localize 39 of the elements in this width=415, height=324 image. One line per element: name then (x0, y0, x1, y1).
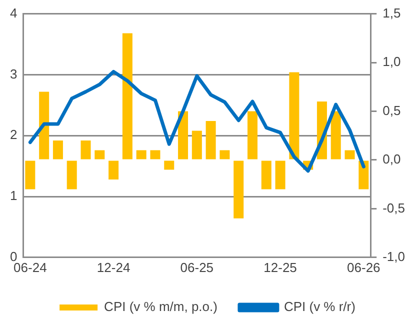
bar (80, 140, 91, 160)
y2-tick-label: 1,5 (382, 5, 401, 20)
y2-tick-label: 0,0 (382, 152, 401, 167)
y2-tick-label: 1,0 (382, 54, 401, 70)
legend-label: CPI (v % m/m, p.o.) (104, 299, 218, 314)
bar (234, 160, 244, 218)
bar (39, 92, 50, 160)
bar (192, 130, 202, 160)
bar (66, 160, 77, 190)
y-tick-label: 4 (10, 5, 18, 20)
bar (344, 150, 355, 160)
y2-tick-label: -0,5 (382, 200, 406, 216)
bar (52, 140, 63, 160)
y-tick-label: 1 (10, 188, 18, 204)
bar (164, 160, 174, 170)
bar (247, 111, 258, 160)
bar (136, 150, 146, 160)
bar (261, 160, 272, 190)
bar (122, 33, 132, 160)
y2-tick-label: 0,5 (382, 102, 401, 118)
legend-label: CPI (v % r/r) (284, 299, 356, 314)
bar (94, 150, 105, 160)
bar (275, 160, 286, 190)
bar (178, 111, 188, 160)
x-tick-label: 06-25 (180, 260, 214, 275)
bar (206, 120, 216, 160)
y2-tick-label: -1,0 (382, 248, 406, 264)
x-tick-label: 12-24 (96, 260, 130, 275)
bar (289, 72, 300, 160)
bar (220, 150, 230, 160)
y-tick-label: 2 (10, 127, 18, 142)
x-tick-label: 12-25 (264, 260, 297, 275)
bar (358, 160, 369, 190)
bar (330, 111, 341, 160)
y-tick-label: 3 (10, 66, 18, 82)
bar (108, 160, 119, 180)
bar (25, 160, 36, 190)
x-tick-label: 06-26 (347, 260, 380, 275)
bar (150, 150, 160, 160)
